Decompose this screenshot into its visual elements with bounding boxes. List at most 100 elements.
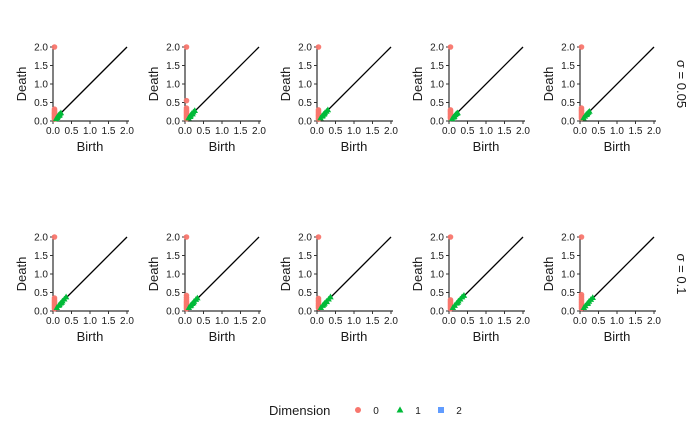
y-tick-label: 0.5	[298, 98, 312, 109]
x-tick-label: 1.5	[629, 126, 643, 137]
x-tick-label: 2.0	[252, 316, 266, 327]
y-tick-label: 2.0	[561, 233, 575, 244]
y-axis-title: Death	[14, 257, 29, 292]
row-strip-label-1: σ = 0.1	[674, 254, 689, 295]
x-tick-label: 1.5	[498, 126, 512, 137]
y-tick-label: 0.5	[561, 98, 575, 109]
y-tick-label: 0.0	[430, 117, 444, 128]
x-axis-title: Birth	[209, 329, 236, 344]
y-tick-label: 1.0	[298, 80, 312, 91]
point-dim1	[62, 293, 70, 300]
panel-r0-c1: 0.0 0.5 1.0 1.5 2.0 0.0 0.5 1.0 1.5 2.0 Birth Death	[146, 43, 266, 155]
panel-r0-c0: 0.0 0.5 1.0 1.5 2.0 0.0 0.5 1.0 1.5 2.0 Birth Death	[14, 43, 134, 155]
y-tick-label: 1.5	[430, 61, 444, 72]
y-axis-title: Death	[146, 257, 161, 292]
x-tick-label: 0.0	[46, 316, 60, 327]
x-tick-label: 1.0	[610, 126, 624, 137]
x-axis-title: Birth	[473, 329, 500, 344]
y-axis-title: Death	[541, 67, 556, 102]
panel-r0-c4: 0.0 0.5 1.0 1.5 2.0 0.0 0.5 1.0 1.5 2.0 Birth Death	[541, 43, 661, 155]
point-dim1	[319, 112, 326, 119]
y-tick-label: 0.5	[166, 288, 180, 299]
y-tick-label: 1.0	[166, 270, 180, 281]
point-dim1	[454, 299, 461, 305]
x-tick-label: 1.5	[234, 126, 248, 137]
panel-r1-c3: 0.0 0.5 1.0 1.5 2.0 0.0 0.5 1.0 1.5 2.0 Birth Death	[410, 233, 530, 345]
y-axis-title: Death	[541, 257, 556, 292]
x-tick-label: 0.0	[46, 126, 60, 137]
x-tick-label: 0.0	[310, 126, 324, 137]
point-dim1	[187, 301, 195, 308]
point-dim1	[586, 107, 593, 114]
x-tick-label: 0.5	[329, 126, 343, 137]
point-dim1	[56, 301, 63, 308]
y-tick-label: 1.0	[166, 80, 180, 91]
x-axis-title: Birth	[473, 139, 500, 154]
y-tick-label: 1.0	[561, 80, 575, 91]
y-tick-label: 0.0	[430, 307, 444, 318]
x-tick-label: 1.0	[347, 126, 361, 137]
x-tick-label: 1.0	[215, 126, 229, 137]
x-tick-label: 2.0	[252, 126, 266, 137]
x-tick-label: 0.5	[461, 316, 475, 327]
y-tick-label: 0.0	[561, 307, 575, 318]
y-tick-label: 0.0	[166, 117, 180, 128]
x-tick-label: 0.5	[461, 126, 475, 137]
diagonal-line	[184, 46, 260, 122]
point-dim1	[53, 114, 61, 121]
y-tick-label: 0.5	[430, 98, 444, 109]
x-tick-label: 0.0	[178, 126, 192, 137]
point-dim0	[447, 44, 454, 50]
y-tick-label: 1.5	[166, 61, 180, 72]
x-tick-label: 2.0	[647, 126, 661, 137]
y-tick-label: 0.5	[34, 288, 48, 299]
point-dim1	[323, 298, 330, 305]
x-axis-title: Birth	[341, 139, 368, 154]
x-tick-label: 1.0	[83, 316, 97, 327]
x-tick-label: 1.0	[347, 316, 361, 327]
point-dim1	[320, 300, 328, 307]
x-axis-title: Birth	[77, 139, 104, 154]
x-tick-label: 0.0	[442, 316, 456, 327]
point-dim1	[454, 109, 461, 116]
y-tick-label: 1.5	[34, 251, 48, 262]
x-tick-label: 1.5	[629, 316, 643, 327]
x-tick-label: 0.0	[310, 316, 324, 327]
y-tick-label: 0.0	[298, 117, 312, 128]
y-tick-label: 1.0	[430, 270, 444, 281]
y-tick-label: 2.0	[166, 43, 180, 54]
x-tick-label: 0.0	[573, 316, 587, 327]
x-tick-label: 2.0	[516, 126, 530, 137]
point-dim0	[183, 234, 190, 240]
point-dim0	[447, 234, 454, 240]
point-dim1	[450, 113, 458, 120]
y-tick-label: 1.0	[561, 270, 575, 281]
x-tick-label: 0.0	[178, 316, 192, 327]
point-dim1	[460, 292, 468, 298]
x-axis-title: Birth	[209, 139, 236, 154]
y-tick-label: 0.5	[430, 288, 444, 299]
diagonal-line	[579, 46, 655, 122]
x-tick-label: 2.0	[384, 316, 398, 327]
point-dim1	[187, 113, 194, 119]
y-tick-label: 1.5	[561, 251, 575, 262]
x-tick-label: 2.0	[647, 316, 661, 327]
legend-key-circle	[355, 407, 361, 413]
x-tick-label: 1.5	[498, 316, 512, 327]
row-strip-labels: σ = 0.05 σ = 0.1	[674, 60, 689, 295]
point-dim0	[315, 234, 322, 240]
legend-title: Dimension	[269, 403, 330, 418]
point-dim0	[578, 234, 585, 240]
y-tick-label: 0.5	[166, 98, 180, 109]
panel-r1-c4: 0.0 0.5 1.0 1.5 2.0 0.0 0.5 1.0 1.5 2.0 Birth Death	[541, 233, 661, 345]
x-tick-label: 0.5	[592, 126, 606, 137]
legend-label-2: 2	[456, 406, 462, 417]
x-tick-label: 0.5	[197, 316, 211, 327]
point-dim1	[324, 106, 332, 113]
y-tick-label: 0.0	[34, 117, 48, 128]
x-tick-label: 0.0	[573, 126, 587, 137]
panel-r1-c0: 0.0 0.5 1.0 1.5 2.0 0.0 0.5 1.0 1.5 2.0 Birth Death	[14, 233, 134, 345]
point-dim0	[51, 44, 58, 50]
x-tick-label: 1.5	[102, 316, 116, 327]
